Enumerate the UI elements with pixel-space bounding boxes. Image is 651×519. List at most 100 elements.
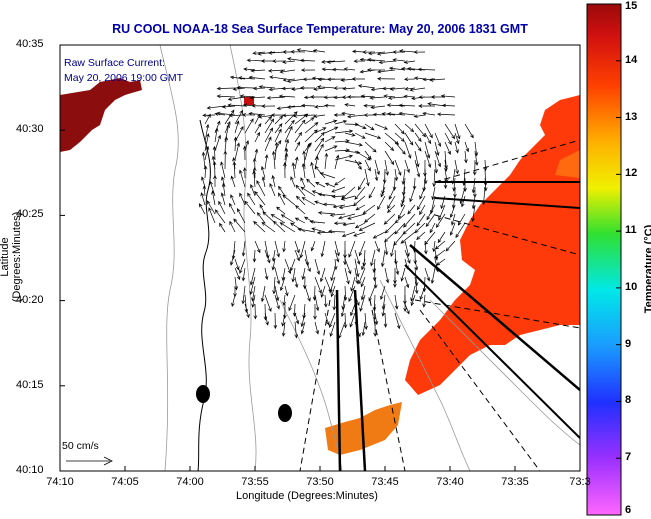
current-vector: [311, 95, 325, 98]
current-vector: [355, 133, 365, 138]
current-vector: [302, 268, 305, 279]
current-vector: [384, 313, 387, 327]
current-vector: [301, 178, 305, 187]
current-vector: [314, 304, 317, 319]
current-vector: [345, 133, 355, 136]
current-vector: [355, 151, 370, 160]
current-vector: [385, 223, 395, 233]
current-vector: [464, 151, 467, 163]
current-vector: [371, 88, 385, 91]
current-vector: [343, 87, 355, 90]
current-vector: [345, 160, 362, 164]
current-vector: [352, 77, 365, 80]
current-vector: [301, 59, 315, 62]
current-vector: [455, 124, 460, 139]
current-vector: [326, 183, 335, 187]
current-vector: [231, 176, 235, 187]
current-vector: [404, 61, 415, 64]
current-vector: [365, 160, 370, 171]
current-vector: [389, 97, 405, 100]
current-vector: [288, 79, 306, 83]
current-vector: [343, 232, 356, 237]
current-vector: [360, 70, 375, 73]
current-vector: [324, 295, 327, 307]
y-tick-label: 40:30: [16, 123, 44, 135]
current-vector: [405, 277, 409, 288]
y-tick-label: 40:10: [16, 464, 44, 476]
current-vector: [375, 169, 378, 181]
current-vector: [250, 268, 255, 285]
current-vector: [254, 304, 257, 319]
current-vector: [225, 137, 228, 151]
current-vector: [375, 124, 387, 129]
current-vector: [436, 241, 446, 249]
current-vector: [365, 151, 371, 159]
current-vector: [285, 127, 292, 143]
current-vector: [302, 69, 315, 72]
current-vector: [314, 115, 325, 118]
current-vector: [320, 173, 335, 178]
current-vector: [275, 116, 283, 124]
current-vector: [433, 169, 436, 186]
current-vector: [283, 163, 286, 178]
current-vector: [325, 146, 337, 151]
current-vector: [270, 76, 285, 79]
current-vector: [291, 177, 295, 187]
current-vector: [356, 223, 366, 228]
current-vector: [274, 313, 277, 328]
current-vector: [265, 268, 268, 279]
current-vector: [325, 120, 337, 124]
current-vector: [315, 295, 319, 311]
current-vector: [431, 268, 435, 283]
current-vector: [384, 214, 395, 224]
colorbar-tick-label: 7: [625, 451, 631, 463]
current-vector: [411, 286, 415, 301]
current-vector: [378, 196, 385, 209]
current-vector: [314, 49, 325, 52]
current-vector: [410, 187, 415, 202]
current-vector: [204, 166, 207, 178]
current-vector: [303, 277, 306, 288]
scale-label: 50 cm/s: [62, 440, 99, 452]
current-vector: [365, 214, 375, 222]
current-vector: [405, 160, 410, 172]
map-title: RU COOL NOAA-18 Sea Surface Temperature:…: [60, 22, 580, 36]
x-tick-label: 74:05: [110, 476, 140, 488]
current-vector: [307, 179, 315, 187]
buoy-marker: [196, 385, 210, 403]
current-vector: [345, 268, 349, 284]
current-vector: [207, 106, 225, 109]
current-vector: [373, 295, 376, 310]
current-vector: [333, 295, 336, 310]
current-vector: [239, 77, 255, 80]
colorbar-tick-label: 8: [625, 394, 631, 406]
x-tick-label: 74:00: [175, 476, 205, 488]
current-vector: [344, 68, 355, 71]
current-vector: [482, 187, 485, 204]
current-vector: [404, 295, 407, 311]
current-vector: [425, 232, 435, 245]
current-vector: [430, 78, 445, 81]
x-tick-label: 73:45: [370, 476, 400, 488]
current-vector: [465, 142, 469, 152]
colorbar-tick-label: 15: [625, 0, 637, 12]
current-annotation: Raw Surface Current:: [64, 57, 165, 69]
current-vector: [255, 124, 261, 133]
current-vector: [217, 87, 235, 90]
current-vector: [415, 142, 421, 151]
current-vector: [325, 104, 335, 107]
current-vector: [395, 133, 404, 141]
current-vector: [365, 142, 376, 152]
current-vector: [445, 124, 455, 139]
current-vector: [400, 50, 415, 53]
x-tick-label: 73:40: [435, 476, 465, 488]
current-vector: [300, 241, 305, 258]
current-vector: [269, 51, 285, 54]
current-vector: [381, 250, 385, 266]
x-tick-label: 73:55: [240, 476, 270, 488]
current-vector: [302, 104, 315, 107]
current-vector: [405, 133, 413, 145]
current-vector: [257, 181, 265, 196]
current-vector: [368, 58, 385, 61]
current-vector: [364, 104, 375, 107]
